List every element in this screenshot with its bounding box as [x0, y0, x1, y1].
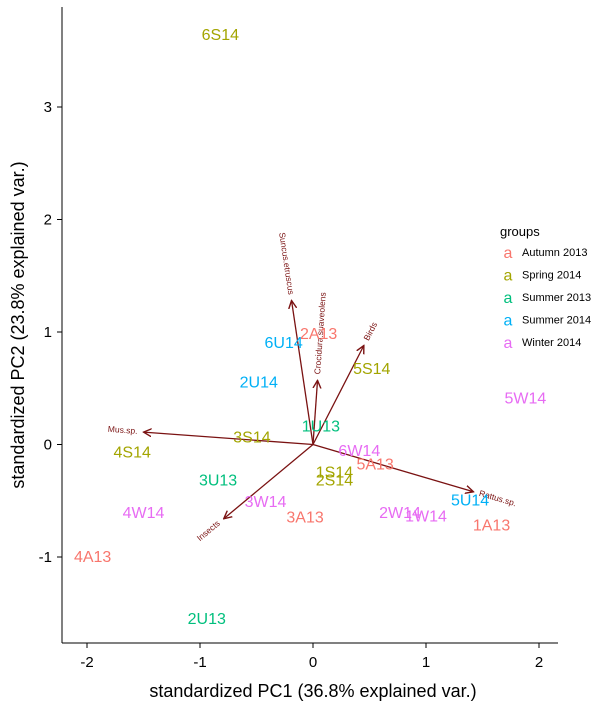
- axes: [61, 7, 558, 644]
- point-label: 2W14: [379, 505, 421, 522]
- x-ticks: -2 -1 0 1 2: [80, 643, 543, 671]
- point-label: 5U14: [451, 493, 489, 510]
- vector-arrow: [144, 432, 314, 446]
- x-tick-label: 1: [422, 654, 430, 671]
- vector-label: Mus.sp.: [108, 424, 138, 436]
- point-label: 5W14: [505, 390, 547, 407]
- vector-label: Insects: [195, 518, 222, 543]
- point-label: 3U13: [199, 472, 237, 489]
- point-label: 5A13: [356, 457, 393, 474]
- y-tick-label: 2: [44, 212, 52, 229]
- y-ticks: -1 0 1 2 3: [39, 99, 62, 566]
- vector-arrow: [292, 301, 314, 445]
- legend-key: a: [504, 335, 513, 352]
- vector-arrow: [312, 443, 473, 492]
- legend-title: groups: [500, 224, 540, 239]
- legend-key: a: [504, 268, 513, 285]
- legend-label: Summer 2014: [522, 315, 591, 327]
- x-tick-label: -1: [193, 654, 206, 671]
- x-tick-label: 0: [309, 654, 317, 671]
- point-label: 3W14: [245, 494, 287, 511]
- vector-arrow: [312, 380, 318, 445]
- point-label: 6U14: [264, 335, 302, 352]
- point-label: 1A13: [473, 517, 510, 534]
- point-label: 2U13: [188, 611, 226, 628]
- y-tick-label: 1: [44, 324, 52, 341]
- legend-label: Summer 2013: [522, 292, 591, 304]
- legend-label: Winter 2014: [522, 337, 581, 349]
- y-tick-label: 0: [44, 437, 52, 454]
- point-label: 2U14: [240, 375, 278, 392]
- y-axis-title: standardized PC2 (23.8% explained var.): [8, 161, 28, 488]
- legend-key: a: [504, 290, 513, 307]
- legend: groups a Autumn 2013 a Spring 2014 a Summer 2…: [500, 224, 591, 352]
- point-label: 5S14: [353, 361, 390, 378]
- point-label: 3S14: [233, 430, 270, 447]
- point-label: 4W14: [123, 505, 165, 522]
- legend-label: Autumn 2013: [522, 247, 587, 259]
- vector-label: Birds: [361, 320, 379, 342]
- vector-label: Suncus.etruscus: [277, 232, 296, 296]
- point-label: 2A13: [300, 326, 337, 343]
- point-label: 6W14: [338, 443, 380, 460]
- point-label: 6S14: [202, 27, 239, 44]
- vector-arrow: [312, 346, 364, 445]
- x-tick-label: -2: [80, 654, 93, 671]
- point-label: 1S14: [316, 465, 353, 482]
- legend-key: a: [504, 245, 513, 262]
- x-tick-label: 2: [535, 654, 543, 671]
- point-label: 3A13: [286, 510, 323, 527]
- point-label: 4A13: [74, 549, 111, 566]
- point-label: 1W14: [405, 508, 447, 525]
- point-label: 4S14: [114, 444, 151, 461]
- legend-key: a: [504, 313, 513, 330]
- point-label: 2S14: [316, 472, 353, 489]
- point-label: 1U13: [302, 418, 340, 435]
- x-axis-title: standardized PC1 (36.8% explained var.): [149, 681, 476, 701]
- vector-arrow: [224, 444, 314, 519]
- legend-label: Spring 2014: [522, 270, 581, 282]
- y-tick-label: -1: [39, 549, 52, 566]
- y-tick-label: 3: [44, 99, 52, 116]
